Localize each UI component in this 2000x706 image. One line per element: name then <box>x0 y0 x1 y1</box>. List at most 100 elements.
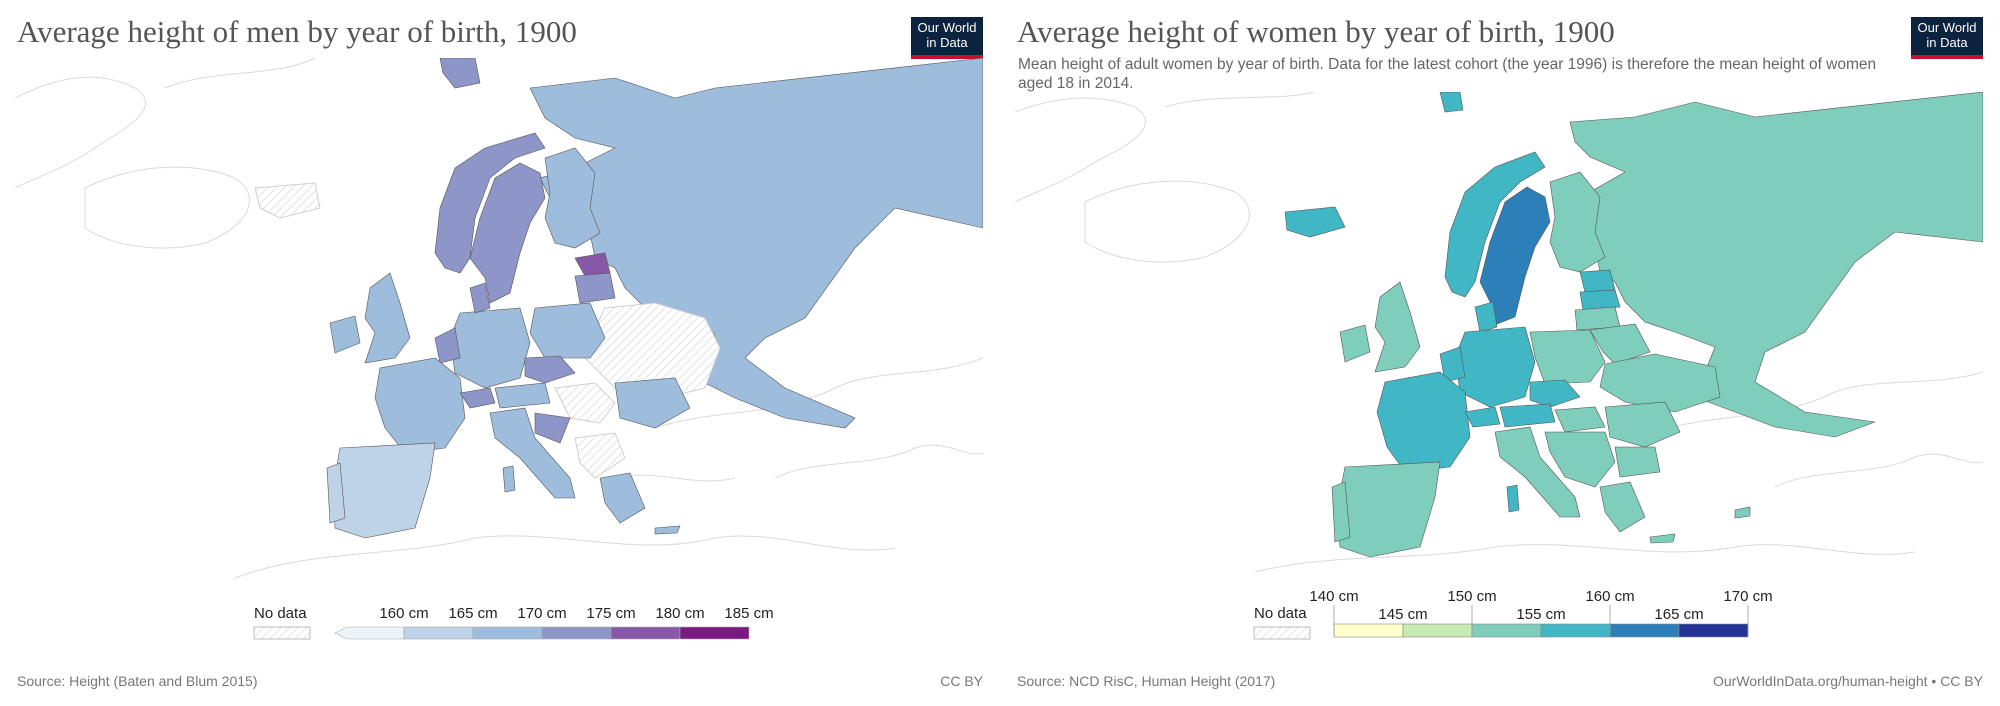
legend-label: 160 cm <box>1585 588 1634 605</box>
men-height-panel: Average height of men by year of birth, … <box>15 14 983 689</box>
legend-bin <box>403 626 474 640</box>
country-lithuania[interactable] <box>1574 306 1621 331</box>
no-data-region[interactable] <box>254 182 321 219</box>
legend-label: 140 cm <box>1309 588 1358 605</box>
legend-no-data-label: No data <box>254 605 307 622</box>
country-latvia[interactable] <box>1579 289 1621 311</box>
country-finland[interactable] <box>544 147 601 249</box>
country-united-kingdom[interactable] <box>1374 281 1421 373</box>
legend-label: 170 cm <box>1723 588 1772 605</box>
legend-bin <box>541 626 612 640</box>
legend-bin <box>334 626 405 640</box>
legend-label: 155 cm <box>1516 606 1565 623</box>
legend-bin <box>1402 623 1473 638</box>
country-balkans[interactable] <box>1544 431 1616 488</box>
chart-title: Average height of women by year of birth… <box>1017 14 1615 49</box>
country-austria[interactable] <box>1499 403 1556 428</box>
country-denmark[interactable] <box>1474 301 1498 333</box>
country-hungary[interactable] <box>1554 406 1606 433</box>
country-spain[interactable] <box>1336 461 1441 558</box>
country-france[interactable] <box>374 357 466 454</box>
legend-label: 180 cm <box>655 605 704 622</box>
country-poland[interactable] <box>529 302 606 359</box>
country-crete[interactable] <box>654 525 681 535</box>
country-united-kingdom[interactable] <box>364 272 411 364</box>
europe-map[interactable] <box>15 58 983 588</box>
logo-line-1: Our World <box>1917 20 1977 35</box>
country-czechia[interactable] <box>1529 379 1581 408</box>
no-data-region[interactable] <box>574 432 626 479</box>
legend-bin <box>472 626 543 640</box>
country-portugal[interactable] <box>1331 481 1351 543</box>
license-link[interactable]: CC BY <box>940 673 983 689</box>
logo-line-2: in Data <box>926 35 968 50</box>
country-bulgaria[interactable] <box>1614 446 1661 478</box>
country-belarus[interactable] <box>1589 323 1651 365</box>
legend-bin <box>1333 623 1404 638</box>
legend-label: 160 cm <box>379 605 428 622</box>
country-iceland[interactable] <box>439 58 481 89</box>
country-sweden[interactable] <box>469 162 546 304</box>
country-greece[interactable] <box>599 472 646 524</box>
country-norway[interactable] <box>1444 151 1546 298</box>
country-italy-sardinia[interactable] <box>1506 484 1520 513</box>
owid-logo[interactable]: Our World in Data <box>911 17 983 59</box>
legend-bins: 160 cm 165 cm 170 cm 175 cm 180 cm 185 cm <box>334 605 774 640</box>
country-romania[interactable] <box>614 377 691 429</box>
license-link[interactable]: OurWorldInData.org/human-height • CC BY <box>1713 673 1983 689</box>
country-ukraine[interactable] <box>1599 353 1721 413</box>
legend-no-data-label: No data <box>1254 605 1307 622</box>
legend-bins: 140 cm 150 cm 160 cm 170 cm 145 cm 155 cm 165 … <box>1309 588 1773 638</box>
legend-label: 145 cm <box>1378 606 1427 623</box>
legend-bin <box>679 626 750 640</box>
europe-map[interactable] <box>1015 92 1983 588</box>
country-estonia[interactable] <box>574 252 611 277</box>
country-germany[interactable] <box>1454 326 1536 408</box>
no-data-region[interactable] <box>554 382 616 424</box>
logo-line-1: Our World <box>917 20 977 35</box>
country-iceland[interactable] <box>1284 206 1346 238</box>
country-ireland[interactable] <box>329 315 361 354</box>
country-spain[interactable] <box>332 442 436 539</box>
country-italy-sardinia[interactable] <box>502 465 516 493</box>
country-austria[interactable] <box>494 382 551 409</box>
country-denmark[interactable] <box>469 282 491 314</box>
country-crete[interactable] <box>1649 533 1676 544</box>
country-estonia[interactable] <box>1579 269 1616 293</box>
country-croatia[interactable] <box>534 412 571 444</box>
country-czechia[interactable] <box>524 355 576 384</box>
legend-label: 165 cm <box>1654 606 1703 623</box>
chart-title: Average height of men by year of birth, … <box>17 14 577 49</box>
country-netherlands[interactable] <box>434 327 461 364</box>
country-france[interactable] <box>1376 371 1471 473</box>
country-italy[interactable] <box>1494 426 1581 518</box>
country-poland[interactable] <box>1529 329 1606 385</box>
country-switzerland[interactable] <box>459 387 496 409</box>
country-cyprus[interactable] <box>1734 506 1751 519</box>
legend-label: 185 cm <box>724 605 773 622</box>
background-coastlines <box>15 58 983 579</box>
country-ireland[interactable] <box>1339 324 1371 363</box>
chart-subtitle: Mean height of adult women by year of bi… <box>1018 56 1877 92</box>
source-note: Source: Height (Baten and Blum 2015) <box>17 673 258 689</box>
country-svalbard[interactable] <box>1439 92 1464 113</box>
country-norway[interactable] <box>434 132 546 274</box>
legend-label: 150 cm <box>1447 588 1496 605</box>
country-portugal[interactable] <box>326 462 346 524</box>
country-finland[interactable] <box>1549 171 1606 273</box>
country-switzerland[interactable] <box>1464 406 1501 428</box>
owid-logo[interactable]: Our World in Data <box>1911 17 1983 59</box>
country-germany[interactable] <box>449 307 531 389</box>
legend-no-data-swatch <box>1253 626 1311 640</box>
country-greece[interactable] <box>1599 481 1646 533</box>
country-netherlands[interactable] <box>1439 346 1466 383</box>
legend-bin <box>1609 623 1680 638</box>
country-romania[interactable] <box>1604 401 1681 448</box>
country-latvia-lithuania[interactable] <box>574 272 616 304</box>
legend-label: 175 cm <box>586 605 635 622</box>
legend-label: 165 cm <box>448 605 497 622</box>
logo-line-2: in Data <box>1926 35 1968 50</box>
country-italy[interactable] <box>489 407 576 499</box>
background-coastlines <box>1015 92 1983 573</box>
legend-bin <box>1678 623 1749 638</box>
